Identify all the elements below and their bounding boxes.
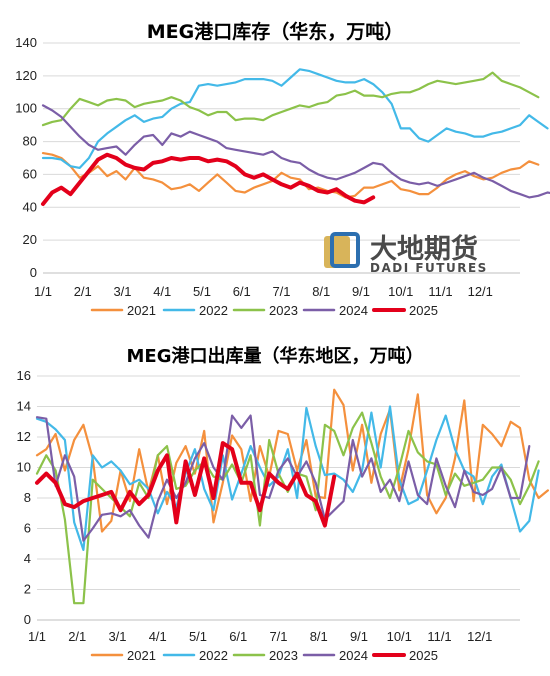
x-tick-label: 11/1 [428, 284, 452, 299]
series-line-2024 [41, 104, 550, 199]
y-tick-label: 6 [24, 521, 31, 536]
x-tick-label: 4/1 [149, 629, 167, 644]
x-tick-label: 9/1 [352, 284, 370, 299]
legend-label-2022: 2022 [199, 303, 228, 318]
y-tick-label: 0 [24, 612, 31, 627]
series-line-2022 [35, 405, 540, 552]
chart-inventory: MEG港口库存（华东，万吨） 0 20 40 60 80 100 120 140 1/1 2/1… [15, 20, 550, 318]
watermark-en: DADI FUTURES [370, 261, 488, 275]
y-tick-label: 60 [23, 166, 37, 181]
watermark-logo-block-gold [324, 236, 350, 268]
x-tick-label: 8/1 [312, 284, 330, 299]
chart-inventory-legend: 2021 2022 2023 2024 2025 [90, 303, 438, 318]
legend-label-2021: 2021 [127, 303, 156, 318]
x-tick-label: 6/1 [233, 284, 251, 299]
y-tick-label: 12 [17, 429, 31, 444]
y-tick-label: 20 [23, 232, 37, 247]
legend-label-2023: 2023 [269, 648, 298, 663]
y-tick-label: 100 [15, 101, 37, 116]
series-line-2025 [35, 441, 337, 528]
series-line-2021 [35, 388, 550, 533]
y-tick-label: 0 [30, 265, 37, 280]
x-tick-label: 10/1 [387, 629, 412, 644]
x-tick-label: 1/1 [28, 629, 46, 644]
chart-inventory-y-ticks: 0 20 40 60 80 100 120 140 [15, 35, 37, 280]
watermark-logo-block-blue [330, 232, 360, 268]
chart-outbound-legend: 2021 2022 2023 2024 2025 [90, 648, 438, 663]
y-tick-label: 2 [24, 582, 31, 597]
legend-label-2022: 2022 [199, 648, 228, 663]
x-tick-label: 12/1 [468, 284, 493, 299]
legend-label-2025: 2025 [409, 303, 438, 318]
x-tick-label: 6/1 [229, 629, 247, 644]
x-tick-label: 7/1 [269, 629, 287, 644]
series-line-2022 [41, 68, 549, 169]
y-tick-label: 40 [23, 199, 37, 214]
chart-outbound-x-ticks: 1/1 2/1 3/1 4/1 5/1 6/1 7/1 8/1 9/1 10/1 11/1 12/1 [28, 629, 492, 644]
watermark-cn: 大地期货 [370, 233, 478, 265]
y-tick-label: 8 [24, 490, 31, 505]
legend-label-2024: 2024 [339, 303, 368, 318]
watermark-logo: 大地期货 DADI FUTURES [324, 232, 488, 275]
x-tick-label: 2/1 [68, 629, 86, 644]
legend-label-2025: 2025 [409, 648, 438, 663]
chart-outbound: MEG港口出库量（华东地区，万吨） 0 2 4 6 8 10 12 14 16 1/1 2/1 3/… [17, 345, 550, 663]
legend-label-2021: 2021 [127, 648, 156, 663]
x-tick-label: 12/1 [467, 629, 492, 644]
chart-outbound-series [35, 388, 550, 605]
x-tick-label: 11/1 [427, 629, 451, 644]
x-tick-label: 1/1 [34, 284, 52, 299]
y-tick-label: 10 [17, 460, 31, 475]
y-tick-label: 14 [17, 399, 31, 414]
x-tick-label: 5/1 [189, 629, 207, 644]
chart-inventory-grid [43, 42, 520, 274]
series-line-2023 [35, 411, 540, 605]
chart-inventory-series [41, 68, 550, 206]
chart-outbound-y-ticks: 0 2 4 6 8 10 12 14 16 [17, 368, 31, 627]
x-tick-label: 5/1 [193, 284, 211, 299]
chart-outbound-grid [37, 375, 520, 621]
series-line-2021 [41, 152, 540, 199]
x-tick-label: 9/1 [350, 629, 368, 644]
x-tick-label: 3/1 [113, 284, 131, 299]
series-line-2023 [41, 71, 540, 127]
y-tick-label: 4 [24, 551, 31, 566]
x-tick-label: 7/1 [272, 284, 290, 299]
x-tick-label: 8/1 [310, 629, 328, 644]
x-tick-label: 3/1 [108, 629, 126, 644]
y-tick-label: 16 [17, 368, 31, 383]
series-line-2024 [35, 414, 531, 542]
legend-label-2024: 2024 [339, 648, 368, 663]
chart-outbound-title: MEG港口出库量（华东地区，万吨） [127, 345, 424, 367]
x-tick-label: 4/1 [153, 284, 171, 299]
y-tick-label: 140 [15, 35, 37, 50]
chart-inventory-title: MEG港口库存（华东，万吨） [147, 20, 403, 43]
y-tick-label: 120 [15, 68, 37, 83]
x-tick-label: 2/1 [74, 284, 92, 299]
series-line-2025 [41, 152, 376, 206]
chart-inventory-x-ticks: 1/1 2/1 3/1 4/1 5/1 6/1 7/1 8/1 9/1 10/1 11/1 12/1 [34, 284, 493, 299]
legend-label-2023: 2023 [269, 303, 298, 318]
y-tick-label: 80 [23, 134, 37, 149]
x-tick-label: 10/1 [388, 284, 413, 299]
